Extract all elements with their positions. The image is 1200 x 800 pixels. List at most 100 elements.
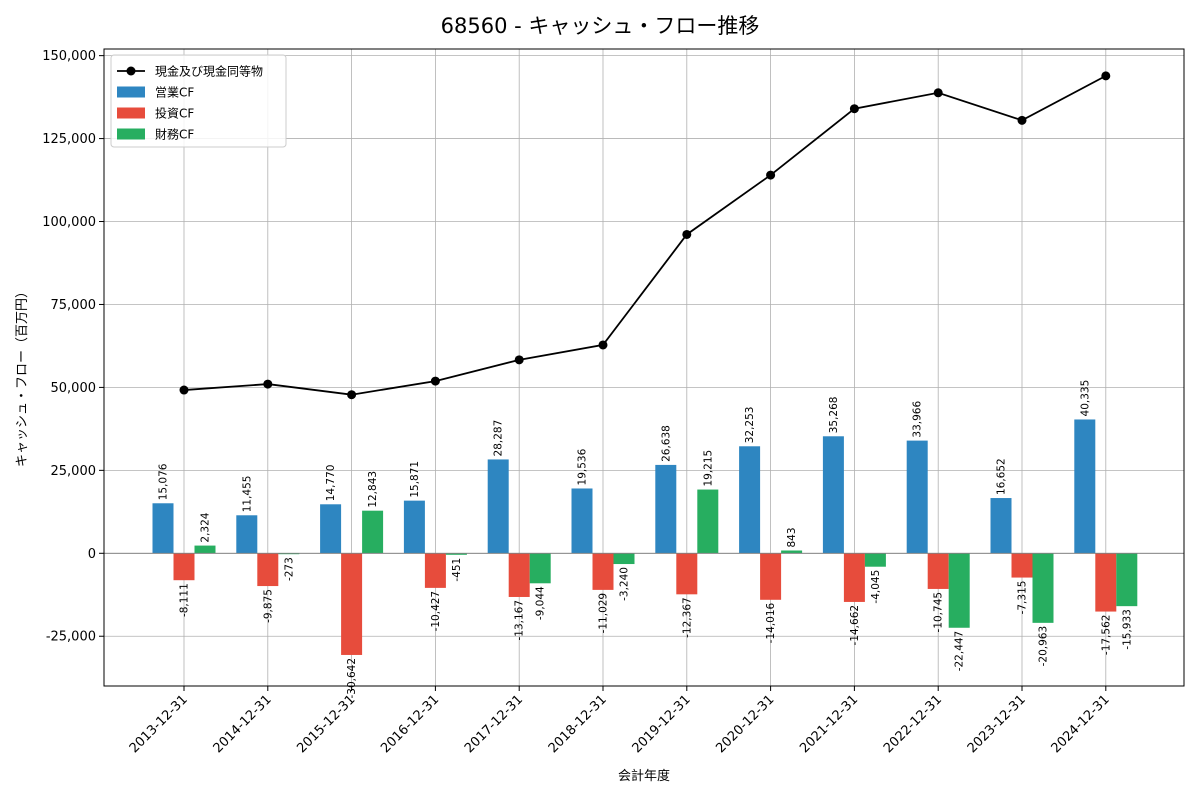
y-tick-label: 50,000 [51,381,97,396]
data-label: 15,076 [158,463,170,500]
bar-投資CF-2013-12-31 [173,553,195,581]
data-label: -3,240 [619,567,631,601]
data-label: 2,324 [200,512,212,542]
data-label: -9,044 [535,586,547,620]
cash-point-2015-12-31 [347,390,357,400]
data-label: 843 [786,527,798,547]
legend-box [110,54,287,148]
bar-財務CF-2021-12-31 [864,553,886,567]
legend-marker [126,66,136,76]
x-tick-label: 2019-12-31 [630,692,694,756]
bar-財務CF-2018-12-31 [613,553,635,565]
y-tick-label: 150,000 [42,49,96,64]
y-tick-label: -25,000 [46,630,96,645]
data-label: 11,455 [241,476,253,513]
chart-title: 68560 - キャッシュ・フロー推移 [441,14,760,38]
legend-swatch [117,128,145,140]
data-label: 12,843 [367,471,379,508]
cash-point-2020-12-31 [766,170,776,180]
bar-投資CF-2022-12-31 [927,553,949,589]
cash-line [183,75,1107,396]
x-tick-label: 2015-12-31 [294,692,358,756]
cash-point-2021-12-31 [849,104,859,114]
x-tick-label: 2017-12-31 [462,692,526,756]
bar-投資CF-2021-12-31 [843,553,865,602]
x-tick-label: 2020-12-31 [713,692,777,756]
bar-投資CF-2020-12-31 [760,553,782,600]
cash-point-2024-12-31 [1101,71,1111,81]
data-label: -17,562 [1100,615,1112,656]
cash-point-2013-12-31 [179,385,189,395]
data-label: 19,215 [702,450,714,487]
y-axis: -25,000 0 25,000 50,000 75,000 100,000 125,000… [42,49,104,645]
cash-point-2017-12-31 [514,355,524,365]
bar-財務CF-2024-12-31 [1116,553,1138,607]
bar-財務CF-2014-12-31 [278,553,300,555]
bar-営業CF-2022-12-31 [906,440,928,554]
y-tick-label: 100,000 [42,215,96,230]
legend-label: 投資CF [155,106,194,121]
data-label: -20,963 [1038,626,1050,667]
x-tick-label: 2021-12-31 [797,692,861,756]
cash-point-2022-12-31 [933,88,943,98]
bar-財務CF-2019-12-31 [697,489,719,554]
bar-投資CF-2023-12-31 [1011,553,1033,578]
bar-営業CF-2013-12-31 [152,503,174,554]
bar-投資CF-2019-12-31 [676,553,698,595]
bar-営業CF-2020-12-31 [739,446,761,554]
data-label: -14,016 [765,602,777,643]
y-tick-label: 125,000 [42,132,96,147]
x-tick-label: 2023-12-31 [965,692,1029,756]
x-tick-label: 2014-12-31 [211,692,275,756]
bar-財務CF-2013-12-31 [194,545,216,554]
x-axis: 2013-12-31 2014-12-31 2015-12-31 2016-12-31… [127,686,1113,756]
bar-営業CF-2021-12-31 [822,436,844,554]
bar-投資CF-2016-12-31 [424,553,446,588]
bar-財務CF-2023-12-31 [1032,553,1054,623]
bar-営業CF-2015-12-31 [320,504,342,554]
data-label: -12,367 [681,597,693,638]
data-label: 26,638 [660,425,672,462]
data-label: 28,287 [493,420,505,457]
bar-営業CF-2018-12-31 [571,488,593,554]
bar-財務CF-2015-12-31 [362,510,384,554]
data-label: 32,253 [744,407,756,444]
plot-frame [103,48,1185,687]
bar-営業CF-2024-12-31 [1074,419,1096,554]
data-label: 35,268 [828,397,840,434]
bar-投資CF-2017-12-31 [508,553,530,597]
cash-point-2023-12-31 [1017,115,1027,125]
bar-投資CF-2018-12-31 [592,553,614,590]
bars-group [152,419,1138,655]
data-labels-group: 15,076 11,455 14,770 15,871 28,287 19,536 26,6… [158,380,1134,699]
data-label: 14,770 [325,465,337,502]
x-tick-label: 2016-12-31 [378,692,442,756]
legend-label: 財務CF [155,127,194,142]
x-axis-label: 会計年度 [618,768,670,784]
x-tick-label: 2013-12-31 [127,692,191,756]
bar-営業CF-2017-12-31 [487,459,509,554]
bar-財務CF-2017-12-31 [529,553,551,584]
legend-swatch [117,107,145,119]
bar-営業CF-2014-12-31 [236,515,258,554]
data-label: -7,315 [1017,581,1029,615]
cash-point-2016-12-31 [430,376,440,386]
bar-投資CF-2024-12-31 [1095,553,1117,612]
data-label: -10,427 [430,591,442,632]
data-label: -8,111 [179,583,191,617]
data-label: -4,045 [870,570,882,604]
data-label: -273 [283,557,295,581]
data-label: 33,966 [912,401,924,438]
x-tick-label: 2024-12-31 [1049,692,1113,756]
data-label: -30,642 [346,658,358,699]
cash-line-group [179,71,1111,400]
y-axis-label: キャッシュ・フロー（百万円） [15,285,30,467]
data-label: 40,335 [1079,380,1091,417]
bar-財務CF-2016-12-31 [445,553,467,555]
bar-営業CF-2016-12-31 [403,500,425,554]
bar-財務CF-2020-12-31 [781,550,803,554]
data-label: -11,029 [598,593,610,634]
cash-point-2014-12-31 [263,379,273,389]
x-tick-label: 2018-12-31 [546,692,610,756]
